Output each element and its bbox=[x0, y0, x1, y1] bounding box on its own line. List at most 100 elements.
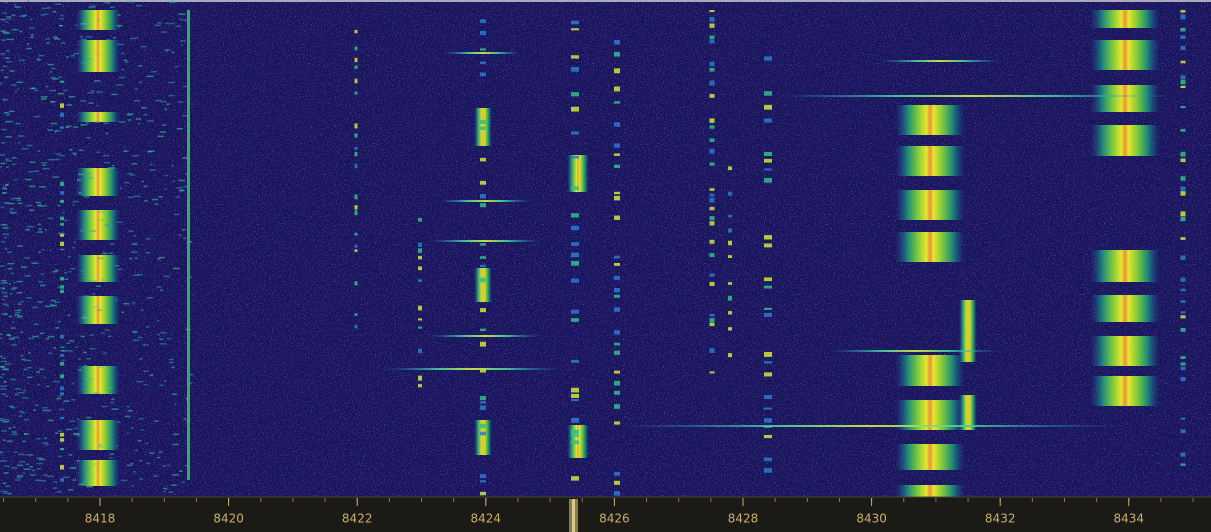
noise-speck bbox=[71, 398, 76, 401]
noise-speck bbox=[92, 293, 96, 295]
noise-speck bbox=[1, 128, 7, 131]
noise-speck bbox=[104, 387, 110, 389]
signal-dash bbox=[60, 216, 64, 221]
noise-speck bbox=[71, 382, 75, 385]
noise-speck bbox=[111, 398, 115, 400]
noise-speck bbox=[151, 70, 157, 73]
tuning-marker-center[interactable] bbox=[572, 499, 575, 532]
noise-speck bbox=[153, 203, 159, 205]
signal-dash bbox=[354, 244, 358, 248]
noise-speck bbox=[126, 1, 134, 3]
noise-speck bbox=[118, 76, 126, 79]
noise-speck bbox=[18, 141, 21, 144]
noise-speck bbox=[129, 174, 135, 176]
noise-speck bbox=[182, 228, 186, 231]
signal-dash bbox=[764, 158, 772, 163]
noise-speck bbox=[69, 420, 76, 423]
signal-dash bbox=[480, 308, 486, 313]
noise-speck bbox=[133, 235, 137, 237]
signal-burst bbox=[1090, 125, 1160, 156]
noise-speck bbox=[1, 373, 5, 376]
noise-speck bbox=[59, 24, 63, 27]
noise-speck bbox=[64, 219, 69, 222]
signal-dash bbox=[614, 480, 620, 485]
noise-speck bbox=[165, 50, 169, 52]
noise-speck bbox=[39, 368, 45, 371]
noise-speck bbox=[25, 178, 32, 181]
noise-speck bbox=[101, 279, 106, 281]
noise-speck bbox=[30, 474, 36, 476]
noise-speck bbox=[18, 453, 25, 456]
signal-dash bbox=[764, 434, 772, 439]
signal-streak bbox=[440, 200, 530, 202]
noise-speck bbox=[15, 479, 21, 481]
noise-speck bbox=[60, 346, 65, 348]
noise-speck bbox=[59, 233, 66, 235]
noise-speck bbox=[108, 174, 111, 176]
signal-dash bbox=[480, 48, 486, 51]
signal-burst bbox=[1090, 295, 1160, 322]
noise-speck bbox=[123, 181, 130, 184]
noise-speck bbox=[8, 283, 12, 285]
noise-speck bbox=[23, 472, 26, 475]
noise-speck bbox=[11, 28, 16, 31]
signal-dash bbox=[764, 372, 772, 377]
noise-speck bbox=[52, 487, 57, 489]
noise-speck bbox=[60, 42, 66, 44]
noise-speck bbox=[20, 355, 24, 357]
signal-dash bbox=[764, 168, 772, 171]
noise-speck bbox=[28, 337, 35, 340]
signal-dash bbox=[60, 334, 64, 339]
noise-speck bbox=[3, 112, 10, 114]
noise-speck bbox=[154, 24, 162, 27]
signal-burst bbox=[1090, 376, 1160, 406]
signal-dash bbox=[1180, 377, 1186, 382]
noise-speck bbox=[9, 70, 15, 72]
signal-dash bbox=[480, 474, 486, 479]
noise-speck bbox=[33, 409, 36, 411]
noise-speck bbox=[6, 16, 11, 18]
noise-speck bbox=[8, 492, 12, 495]
noise-speck bbox=[10, 406, 16, 409]
noise-speck bbox=[28, 27, 35, 29]
signal-dash bbox=[480, 264, 486, 268]
noise-speck bbox=[123, 59, 128, 62]
signal-dash bbox=[571, 252, 579, 258]
signal-dash bbox=[571, 318, 579, 322]
signal-dash bbox=[614, 330, 620, 335]
signal-dash bbox=[571, 131, 579, 135]
noise-speck bbox=[128, 230, 134, 232]
noise-speck bbox=[179, 234, 182, 236]
signal-dash bbox=[418, 348, 422, 354]
noise-speck bbox=[143, 370, 149, 372]
noise-speck bbox=[83, 425, 91, 428]
signal-dash bbox=[764, 395, 772, 399]
noise-speck bbox=[179, 470, 183, 473]
noise-speck bbox=[4, 465, 10, 467]
noise-speck bbox=[107, 259, 112, 262]
signal-dash bbox=[614, 255, 620, 259]
noise-speck bbox=[42, 167, 50, 170]
noise-speck bbox=[0, 82, 3, 85]
noise-speck bbox=[43, 376, 46, 379]
signal-dash bbox=[418, 305, 422, 311]
noise-speck bbox=[81, 316, 88, 319]
noise-speck bbox=[60, 14, 64, 17]
noise-speck bbox=[10, 198, 14, 200]
noise-speck bbox=[149, 374, 154, 377]
noise-speck bbox=[52, 176, 59, 178]
signal-dash bbox=[60, 416, 64, 420]
signal-dash bbox=[709, 188, 715, 191]
signal-dash bbox=[1180, 60, 1186, 64]
noise-speck bbox=[80, 100, 87, 102]
signal-dash bbox=[60, 432, 64, 437]
noise-speck bbox=[125, 415, 131, 418]
noise-speck bbox=[60, 248, 65, 251]
noise-speck bbox=[108, 335, 112, 338]
signal-burst bbox=[76, 366, 120, 394]
signal-dash bbox=[614, 195, 620, 201]
signal-burst bbox=[895, 105, 965, 135]
noise-speck bbox=[89, 230, 96, 232]
noise-speck bbox=[2, 31, 9, 34]
